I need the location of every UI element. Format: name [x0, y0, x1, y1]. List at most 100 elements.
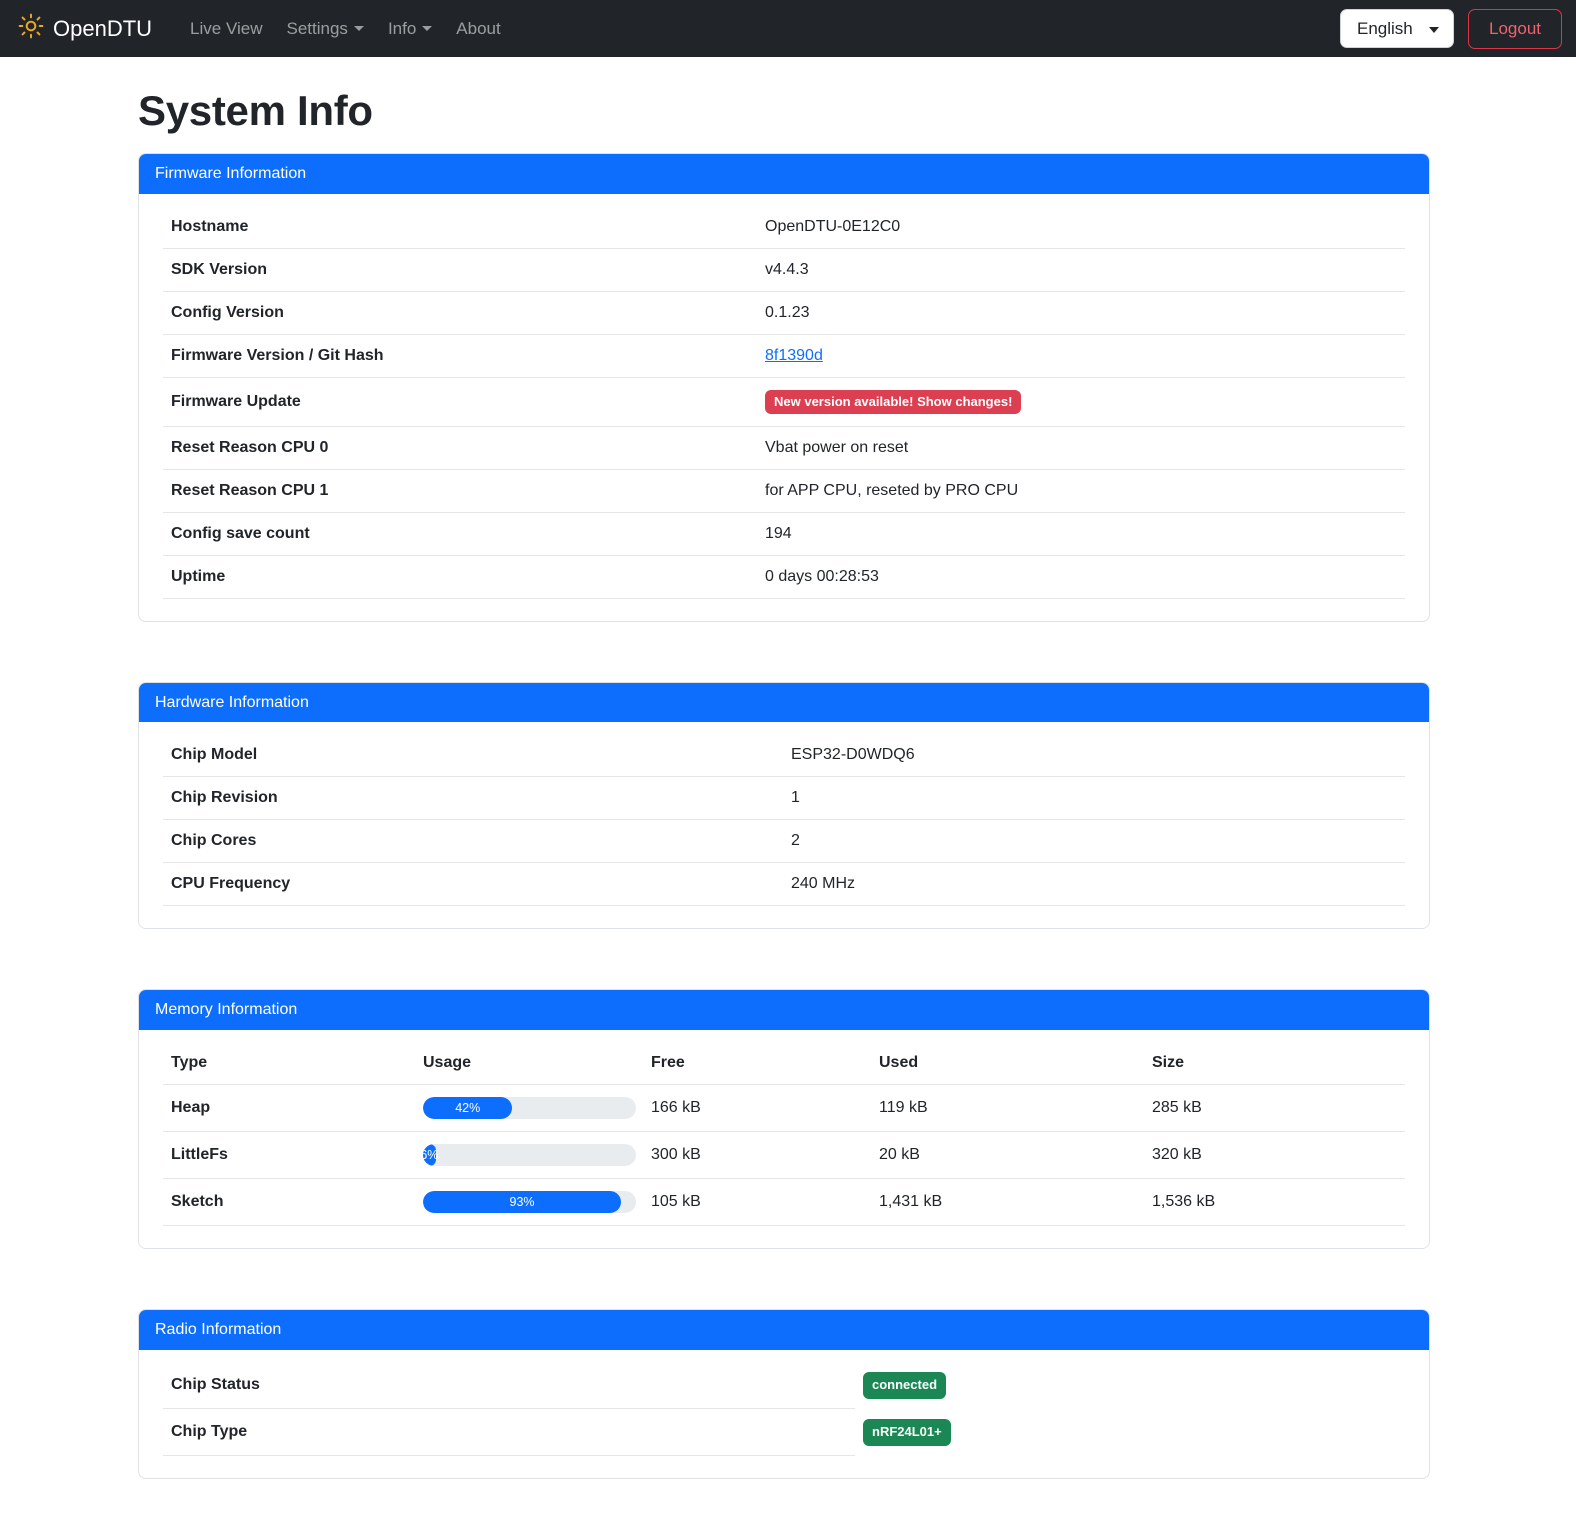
table-row: Chip Revision 1 [163, 776, 1405, 821]
hardware-information-header: Hardware Information [139, 682, 1429, 723]
firmware-update-badge[interactable]: New version available! Show changes! [765, 389, 1022, 414]
column-header-free: Free [643, 1042, 871, 1086]
memory-used: 119 kB [871, 1084, 1144, 1133]
table-row: Chip Type nRF24L01+ [163, 1408, 1405, 1457]
row-label: Firmware Version / Git Hash [163, 334, 757, 378]
table-row: Hostname OpenDTU-0E12C0 [163, 205, 1405, 249]
chevron-down-icon [353, 26, 364, 31]
memory-type: Heap [163, 1084, 415, 1133]
nav-item-info[interactable]: Info [376, 11, 444, 47]
table-row: Chip Model ESP32-D0WDQ6 [163, 734, 1405, 778]
firmware-information-table: Hostname OpenDTU-0E12C0 SDK Version v4.4… [163, 205, 1405, 599]
memory-type: Sketch [163, 1178, 415, 1227]
row-value: 8f1390d [757, 334, 1405, 378]
memory-information-card: Memory Information Type Usage Free Used … [138, 989, 1430, 1250]
memory-type: LittleFs [163, 1131, 415, 1180]
memory-information-table: Type Usage Free Used Size Heap 42% 166 k… [163, 1042, 1405, 1227]
row-label: Chip Type [163, 1408, 855, 1457]
navbar-right-group: English Logout [1340, 8, 1562, 49]
chip-status-badge: connected [863, 1371, 947, 1399]
row-value: 0 days 00:28:53 [757, 555, 1405, 599]
memory-size: 1,536 kB [1144, 1178, 1405, 1227]
row-label: CPU Frequency [163, 862, 783, 907]
row-label: Config Version [163, 291, 757, 335]
table-row: SDK Version v4.4.3 [163, 248, 1405, 292]
memory-free: 166 kB [643, 1084, 871, 1133]
table-row: Reset Reason CPU 0 Vbat power on reset [163, 426, 1405, 470]
nav-item-settings-label: Settings [286, 18, 348, 38]
row-value: 0.1.23 [757, 291, 1405, 335]
nav-item-live-view-label: Live View [190, 18, 263, 38]
usage-progress-track: 93% [423, 1191, 636, 1214]
memory-usage-cell: 42% [415, 1084, 643, 1133]
firmware-information-card: Firmware Information Hostname OpenDTU-0E… [138, 153, 1430, 622]
page-title: System Info [138, 87, 373, 134]
top-navbar: OpenDTU Live View Settings Info About En… [0, 0, 1576, 57]
usage-progress-track: 42% [423, 1097, 636, 1120]
nav-item-info-label: Info [387, 18, 417, 38]
memory-free: 300 kB [643, 1131, 871, 1180]
hardware-information-card: Hardware Information Chip Model ESP32-D0… [138, 681, 1430, 930]
usage-progress-bar: 93% [423, 1191, 622, 1214]
radio-information-body: Chip Status connected Chip Type nRF24L01… [139, 1350, 1429, 1478]
firmware-information-header: Firmware Information [139, 154, 1429, 194]
row-value: ESP32-D0WDQ6 [783, 734, 1405, 778]
row-label: Chip Model [163, 734, 783, 778]
row-label: Firmware Update [163, 377, 757, 427]
hardware-information-body: Chip Model ESP32-D0WDQ6 Chip Revision 1 … [139, 722, 1429, 928]
nav-item-live-view[interactable]: Live View [178, 11, 274, 47]
sun-icon [18, 13, 44, 45]
chip-type-badge: nRF24L01+ [863, 1418, 951, 1446]
memory-usage-cell: 6% [415, 1131, 643, 1180]
chevron-down-icon [422, 26, 433, 31]
logout-button[interactable]: Logout [1468, 8, 1562, 49]
usage-progress-track: 6% [423, 1144, 636, 1167]
row-label: Reset Reason CPU 0 [163, 426, 757, 470]
usage-progress-bar: 6% [423, 1144, 438, 1167]
row-value: Vbat power on reset [757, 426, 1405, 470]
table-row: Sketch 93% 105 kB 1,431 kB 1,536 kB [163, 1178, 1405, 1227]
column-header-used: Used [871, 1042, 1144, 1086]
memory-used: 20 kB [871, 1131, 1144, 1180]
nav-item-settings[interactable]: Settings [275, 11, 376, 47]
column-header-usage: Usage [415, 1042, 643, 1086]
column-header-size: Size [1144, 1042, 1405, 1086]
table-row: Chip Cores 2 [163, 819, 1405, 864]
memory-used: 1,431 kB [871, 1178, 1144, 1227]
row-label: Hostname [163, 205, 757, 249]
table-row: Chip Status connected [163, 1361, 1405, 1410]
row-label: Config save count [163, 512, 757, 556]
brand-logo-link[interactable]: OpenDTU [18, 13, 152, 45]
language-select-wrapper: English [1340, 9, 1454, 48]
row-value: OpenDTU-0E12C0 [757, 205, 1405, 249]
usage-progress-bar: 42% [423, 1097, 513, 1120]
git-hash-link[interactable]: 8f1390d [765, 346, 823, 364]
table-row: LittleFs 6% 300 kB 20 kB 320 kB [163, 1131, 1405, 1180]
memory-information-header: Memory Information [139, 990, 1429, 1031]
row-label: Uptime [163, 555, 757, 599]
table-row: Config Version 0.1.23 [163, 291, 1405, 335]
row-label: SDK Version [163, 248, 757, 292]
hardware-information-table: Chip Model ESP32-D0WDQ6 Chip Revision 1 … [163, 734, 1405, 907]
row-value: v4.4.3 [757, 248, 1405, 292]
radio-information-card: Radio Information Chip Status connected … [138, 1309, 1430, 1480]
brand-label: OpenDTU [53, 15, 153, 41]
radio-information-header: Radio Information [139, 1310, 1429, 1350]
row-value: 240 MHz [783, 862, 1405, 907]
column-header-type: Type [163, 1042, 415, 1086]
row-value: 1 [783, 776, 1405, 821]
table-row: Config save count 194 [163, 512, 1405, 556]
nav-item-about[interactable]: About [444, 11, 512, 47]
nav-links: Live View Settings Info About [178, 11, 513, 47]
table-row: Uptime 0 days 00:28:53 [163, 555, 1405, 599]
language-select[interactable]: English [1340, 9, 1454, 48]
table-row: CPU Frequency 240 MHz [163, 862, 1405, 907]
table-header-row: Type Usage Free Used Size [163, 1042, 1405, 1086]
row-value: New version available! Show changes! [757, 377, 1405, 427]
table-row: Reset Reason CPU 1 for APP CPU, reseted … [163, 469, 1405, 513]
memory-size: 320 kB [1144, 1131, 1405, 1180]
memory-information-body: Type Usage Free Used Size Heap 42% 166 k… [139, 1030, 1429, 1248]
table-row: Firmware Version / Git Hash 8f1390d [163, 334, 1405, 378]
memory-size: 285 kB [1144, 1084, 1405, 1133]
table-row: Heap 42% 166 kB 119 kB 285 kB [163, 1084, 1405, 1133]
